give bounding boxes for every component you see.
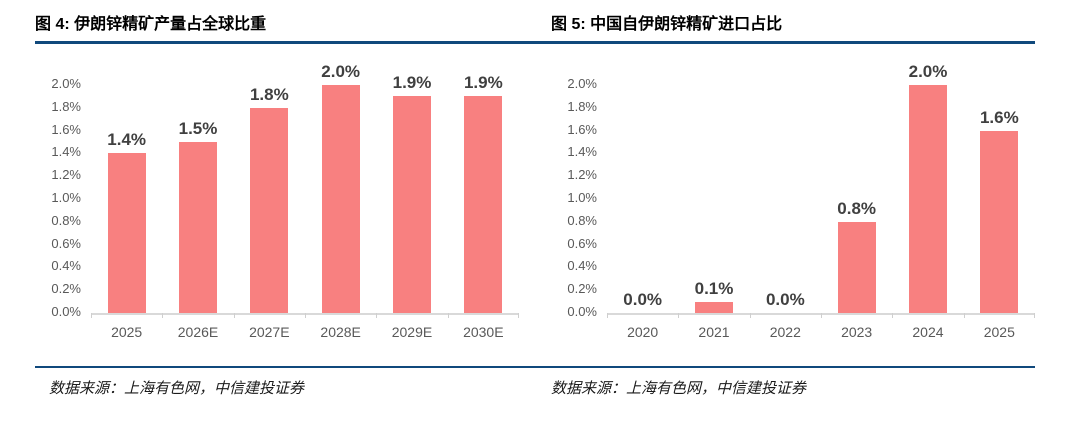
y-axis: 0.0% 0.2% 0.4% 0.6% 0.8% 1.0% 1.2% 1.4% 1.6% 1.8%… (551, 76, 607, 319)
x-axis-tick-mark (447, 313, 449, 318)
plot-row: 0.0% 0.2% 0.4% 0.6% 0.8% 1.0% 1.2% 1.4% 1.6% 1.8%… (35, 63, 519, 319)
titles-row: 图 4: 伊朗锌精矿产量占全球比重 图 5: 中国自伊朗锌精矿进口占比 (35, 13, 1035, 41)
bar-value-label: 0.1% (694, 279, 734, 298)
figure-4-source: 数据来源：上海有色网，中信建投证券 (49, 380, 305, 397)
bar-2026E (179, 142, 217, 313)
x-axis-category-label: 2020 (627, 324, 659, 340)
x-axis-tick-mark (678, 313, 680, 318)
sources-row: 数据来源：上海有色网，中信建投证券 数据来源：上海有色网，中信建投证券 (35, 377, 1035, 398)
bar-2029E (393, 96, 431, 313)
x-axis-category-label: 2026E (177, 324, 219, 340)
x-axis-category-label: 2028E (320, 324, 361, 340)
x-axis-category-label: 2024 (912, 324, 944, 340)
x-axis-category-label: 2027E (249, 324, 290, 340)
bar-value-label: 1.8% (249, 85, 289, 104)
bar-value-label: 0.8% (837, 199, 877, 218)
bar-2028E (321, 85, 360, 313)
y-axis-tick-label: 0.8% (51, 212, 81, 228)
bar-2030E (464, 96, 503, 313)
bar-value-label: 0.0% (623, 290, 663, 309)
y-axis-tick-label: 2.0% (51, 76, 81, 91)
bar-value-label: 1.4% (107, 130, 147, 149)
x-axis-tick-mark (607, 313, 608, 318)
x-axis-tick-mark (91, 313, 92, 318)
figure-5-source: 数据来源：上海有色网，中信建投证券 (551, 380, 807, 397)
bar-value-label: 1.9% (463, 73, 503, 92)
y-axis-tick-label: 0.2% (51, 281, 81, 297)
y-axis-tick-label: 1.2% (567, 167, 597, 183)
bar-value-label: 1.5% (178, 119, 218, 138)
bar-value-label: 1.6% (979, 108, 1019, 127)
x-axis-category-label: 2029E (391, 324, 433, 340)
bar-value-label: 1.9% (392, 73, 432, 92)
figure-4-title: 图 4: 伊朗锌精矿产量占全球比重 (35, 16, 267, 33)
y-axis-tick-label: 0.4% (567, 258, 597, 274)
page-root: 图 4: 伊朗锌精矿产量占全球比重 图 5: 中国自伊朗锌精矿进口占比 0.0%… (35, 0, 1035, 398)
x-axis-category-label: 2021 (698, 324, 730, 340)
bar-2024 (909, 85, 947, 313)
plot-area: 0.0% 0.1% 0.0% 0.8% 2.0% 1.6% (607, 63, 1035, 318)
plot-area: 1.4% 1.5% 1.8% 2.0% 1.9% 1.9% (91, 63, 519, 318)
y-axis-tick-label: 0.4% (51, 258, 81, 274)
x-axis-tick-mark (749, 313, 751, 318)
charts-row: 0.0% 0.2% 0.4% 0.6% 0.8% 1.0% 1.2% 1.4% 1.6% 1.8%… (35, 63, 1035, 340)
y-axis-tick-label: 1.6% (567, 121, 597, 137)
y-axis-tick-label: 1.4% (567, 144, 597, 160)
y-axis-tick-label: 0.0% (51, 304, 81, 319)
y-axis-tick-label: 0.2% (567, 281, 597, 297)
figure-4-bar-chart: 0.0% 0.2% 0.4% 0.6% 0.8% 1.0% 1.2% 1.4% 1.6% 1.8%… (35, 63, 519, 340)
x-axis-tick-mark (162, 313, 164, 318)
x-axis: 2020 2021 2022 2023 2024 2025 (607, 324, 1035, 340)
x-axis-category-label: 2023 (841, 324, 873, 340)
x-axis-tick-mark (963, 313, 965, 318)
y-axis-tick-label: 1.6% (51, 121, 81, 137)
x-axis-tick-mark (305, 313, 306, 318)
bar-value-label: 2.0% (908, 62, 948, 81)
bar-2027E (250, 108, 289, 313)
bottom-divider-rule (35, 366, 1035, 368)
figure-5-title: 图 5: 中国自伊朗锌精矿进口占比 (551, 16, 783, 33)
top-divider-rule (35, 41, 1035, 44)
plot-row: 0.0% 0.2% 0.4% 0.6% 0.8% 1.0% 1.2% 1.4% 1.6% 1.8%… (551, 63, 1035, 319)
x-axis-tick-mark (1034, 313, 1035, 318)
bar-value-label: 0.0% (765, 290, 805, 309)
y-axis-tick-label: 1.0% (567, 190, 597, 205)
x-axis-category-label: 2025 (983, 324, 1015, 340)
y-axis-tick-label: 1.2% (51, 167, 81, 183)
x-axis-category-label: 2030E (463, 324, 504, 340)
x-axis-category-label: 2025 (111, 324, 143, 340)
bar-2025 (980, 131, 1019, 313)
y-axis-tick-label: 0.6% (51, 235, 81, 251)
x-axis-tick-mark (233, 313, 235, 318)
x-axis-tick-mark (518, 313, 519, 318)
y-axis-tick-label: 1.4% (51, 144, 81, 160)
bar-2023 (837, 222, 876, 313)
y-axis-tick-label: 0.8% (567, 212, 597, 228)
x-axis-tick-mark (821, 313, 822, 318)
y-axis: 0.0% 0.2% 0.4% 0.6% 0.8% 1.0% 1.2% 1.4% 1.6% 1.8%… (35, 76, 91, 319)
figure-5-bar-chart: 0.0% 0.2% 0.4% 0.6% 0.8% 1.0% 1.2% 1.4% 1.6% 1.8%… (551, 63, 1035, 340)
y-axis-tick-label: 0.0% (567, 304, 597, 319)
y-axis-tick-label: 1.0% (51, 190, 81, 205)
x-axis-category-label: 2022 (769, 324, 801, 340)
bar-2025 (107, 153, 146, 313)
x-axis-tick-mark (376, 313, 378, 318)
y-axis-tick-label: 0.6% (567, 235, 597, 251)
bar-2021 (695, 302, 733, 313)
x-axis-tick-mark (892, 313, 894, 318)
bar-value-label: 2.0% (321, 62, 361, 81)
y-axis-tick-label: 1.8% (567, 98, 597, 114)
y-axis-tick-label: 2.0% (567, 76, 597, 91)
x-axis: 2025 2026E 2027E 2028E 2029E 2030E (91, 324, 519, 340)
y-axis-tick-label: 1.8% (51, 98, 81, 114)
